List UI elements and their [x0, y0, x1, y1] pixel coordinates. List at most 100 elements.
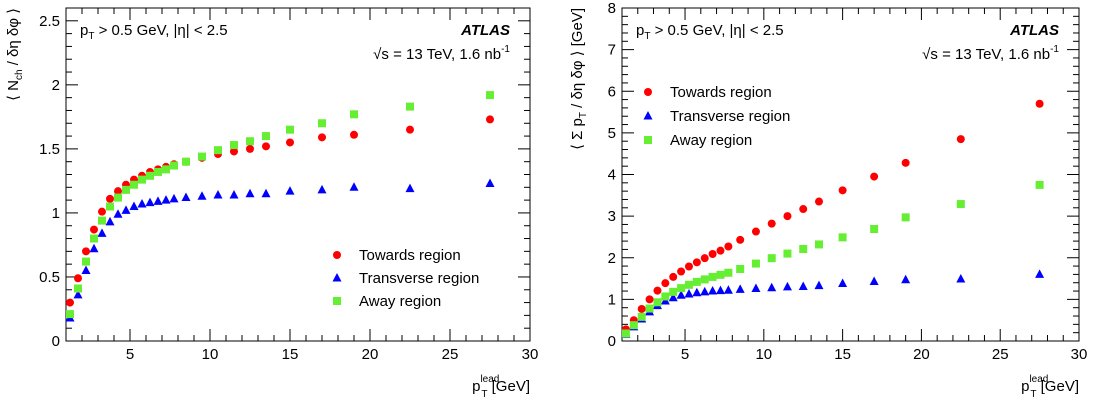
energy-annotation: √s = 13 TeV, 1.6 nb-1 — [373, 44, 510, 63]
data-point — [82, 247, 90, 255]
x-tick-label: 30 — [1071, 346, 1088, 363]
data-point — [701, 254, 709, 262]
legend-label: Transverse region — [359, 270, 479, 287]
data-point — [182, 158, 190, 166]
data-point — [198, 153, 206, 161]
data-point — [646, 305, 654, 313]
data-point — [214, 190, 223, 199]
data-point — [114, 209, 123, 218]
data-point — [799, 245, 807, 253]
data-point — [752, 260, 760, 268]
legend-label: Transverse region — [670, 108, 790, 125]
data-point — [82, 258, 90, 266]
data-point — [286, 126, 294, 134]
data-point — [146, 198, 155, 207]
data-point — [246, 189, 255, 198]
data-point — [98, 208, 106, 216]
atlas-label: ATLAS — [460, 22, 510, 39]
data-point — [767, 283, 776, 292]
y-tick-label: 0 — [608, 333, 616, 350]
data-point — [162, 165, 170, 173]
data-point — [799, 281, 808, 290]
data-point — [214, 146, 222, 154]
y-tick-label: 1 — [608, 291, 616, 308]
data-point — [902, 159, 910, 167]
data-point — [839, 233, 847, 241]
atlas-label: ATLAS — [1009, 22, 1059, 39]
data-point — [350, 110, 358, 118]
data-point — [957, 135, 965, 143]
data-point — [685, 262, 693, 270]
y-tick-label: 2 — [608, 250, 616, 267]
data-point — [74, 284, 82, 292]
x-axis-label: plead T [GeV] — [472, 374, 530, 399]
x-tick-label: 10 — [755, 346, 772, 363]
data-point — [246, 145, 254, 153]
data-point — [162, 195, 171, 204]
data-point — [66, 299, 74, 307]
data-point — [693, 278, 701, 286]
data-point — [90, 226, 98, 234]
data-point — [286, 138, 294, 146]
data-point — [814, 281, 823, 290]
data-point — [957, 200, 965, 208]
data-point — [768, 220, 776, 228]
data-point — [406, 126, 414, 134]
data-point — [724, 285, 733, 294]
cuts-annotation: pT > 0.5 GeV, |η| < 2.5 — [636, 22, 784, 42]
data-point — [1036, 100, 1044, 108]
data-point — [246, 137, 254, 145]
legend-marker — [644, 111, 653, 120]
data-point — [90, 235, 98, 243]
data-point — [716, 247, 724, 255]
data-point — [630, 321, 638, 329]
y-tick-label: 2.5 — [39, 13, 60, 30]
data-point — [736, 284, 745, 293]
data-point — [114, 194, 122, 202]
data-point — [154, 168, 162, 176]
data-point — [870, 173, 878, 181]
legend-label: Away region — [670, 132, 752, 149]
cuts-annotation: pT > 0.5 GeV, |η| < 2.5 — [80, 22, 228, 42]
legend-label: Towards region — [359, 247, 461, 264]
y-tick-label: 7 — [608, 42, 616, 59]
series-transverse-region — [621, 269, 1044, 337]
data-point — [486, 178, 495, 187]
data-point — [902, 213, 910, 221]
data-point — [783, 250, 791, 258]
data-point — [838, 279, 847, 288]
data-point — [752, 228, 760, 236]
data-point — [1035, 269, 1044, 278]
data-point — [839, 186, 847, 194]
y-axis-label: ⟨ Nch / δη δφ ⟩ — [5, 8, 25, 101]
data-point — [783, 282, 792, 291]
series-away-region — [622, 181, 1044, 338]
legend-label: Away region — [359, 293, 441, 310]
data-point — [262, 189, 271, 198]
data-point — [692, 288, 701, 297]
panel-1: 5 10 15 20 25 30 0 0.5 1 1.5 2 2.5 plead T [GeV] ⟨ Nch… — [5, 8, 538, 399]
data-point — [653, 287, 661, 295]
data-point — [646, 295, 654, 303]
data-point — [901, 275, 910, 284]
data-point — [406, 103, 414, 111]
data-point — [486, 91, 494, 99]
data-point — [870, 225, 878, 233]
data-point — [653, 298, 661, 306]
data-point — [709, 273, 717, 281]
legend-label: Towards region — [670, 84, 772, 101]
data-point — [182, 193, 191, 202]
data-point — [669, 273, 677, 281]
x-tick-label: 5 — [126, 346, 134, 363]
data-point — [736, 236, 744, 244]
data-point — [106, 203, 114, 211]
x-tick-label: 25 — [442, 346, 459, 363]
data-point — [736, 265, 744, 273]
data-point — [198, 191, 207, 200]
data-point — [262, 132, 270, 140]
data-point — [170, 162, 178, 170]
data-point — [709, 250, 717, 258]
data-point — [622, 330, 630, 338]
data-point — [799, 205, 807, 213]
